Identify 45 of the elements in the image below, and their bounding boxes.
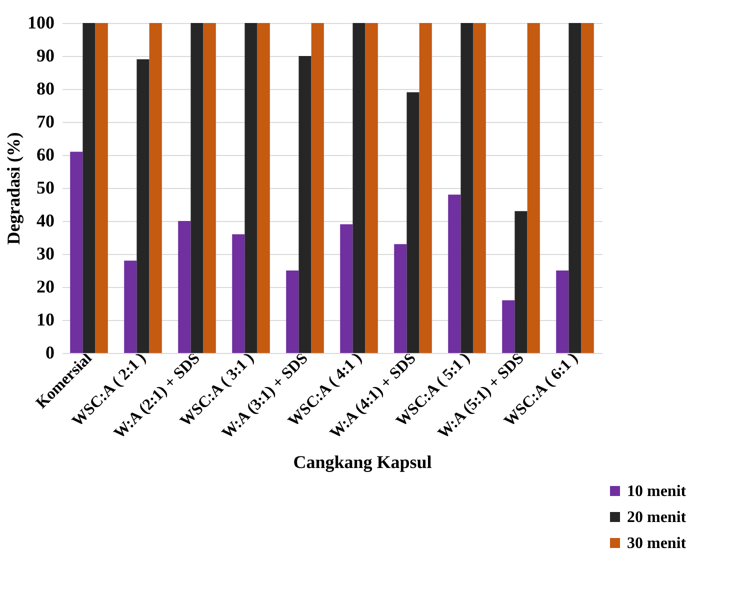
- bar: [502, 300, 515, 353]
- bar: [95, 23, 108, 353]
- y-tick-label: 40: [36, 210, 54, 230]
- legend-label: 10 menit: [627, 483, 687, 500]
- bar: [514, 211, 528, 353]
- bar: [244, 23, 258, 353]
- y-tick-label: 70: [36, 112, 54, 132]
- bar: [311, 23, 324, 353]
- y-tick-label: 10: [36, 310, 54, 330]
- bar: [190, 23, 204, 353]
- bar: [136, 59, 150, 353]
- bar: [203, 23, 216, 353]
- bar: [473, 23, 486, 353]
- bar: [70, 152, 83, 353]
- bar: [581, 23, 594, 353]
- bar: [286, 270, 299, 353]
- bar: [527, 23, 540, 353]
- y-axis-title: Degradasi (%): [4, 132, 24, 245]
- bar: [232, 234, 245, 353]
- bar: [178, 221, 191, 353]
- legend-label: 20 menit: [627, 509, 687, 526]
- y-tick-label: 20: [36, 276, 54, 296]
- y-tick-label: 60: [36, 144, 54, 164]
- bar: [460, 23, 474, 353]
- x-axis-title: Cangkang Kapsul: [293, 452, 432, 472]
- bar: [257, 23, 270, 353]
- bar: [448, 194, 461, 353]
- y-tick-label: 80: [36, 78, 54, 98]
- bar: [352, 23, 366, 353]
- bar: [406, 92, 420, 353]
- bar: [82, 23, 96, 353]
- legend-label: 30 menit: [627, 535, 687, 552]
- bar: [394, 244, 407, 353]
- y-tick-label: 50: [36, 178, 54, 198]
- bar: [556, 270, 569, 353]
- bar: [365, 23, 378, 353]
- bar: [149, 23, 162, 353]
- bar: [298, 56, 312, 353]
- bar: [124, 260, 137, 353]
- bar: [340, 224, 353, 353]
- y-tick-label: 30: [36, 244, 54, 264]
- y-tick-label: 90: [36, 46, 54, 66]
- bar: [419, 23, 432, 353]
- y-tick-label: 100: [28, 12, 54, 32]
- bar: [568, 23, 582, 353]
